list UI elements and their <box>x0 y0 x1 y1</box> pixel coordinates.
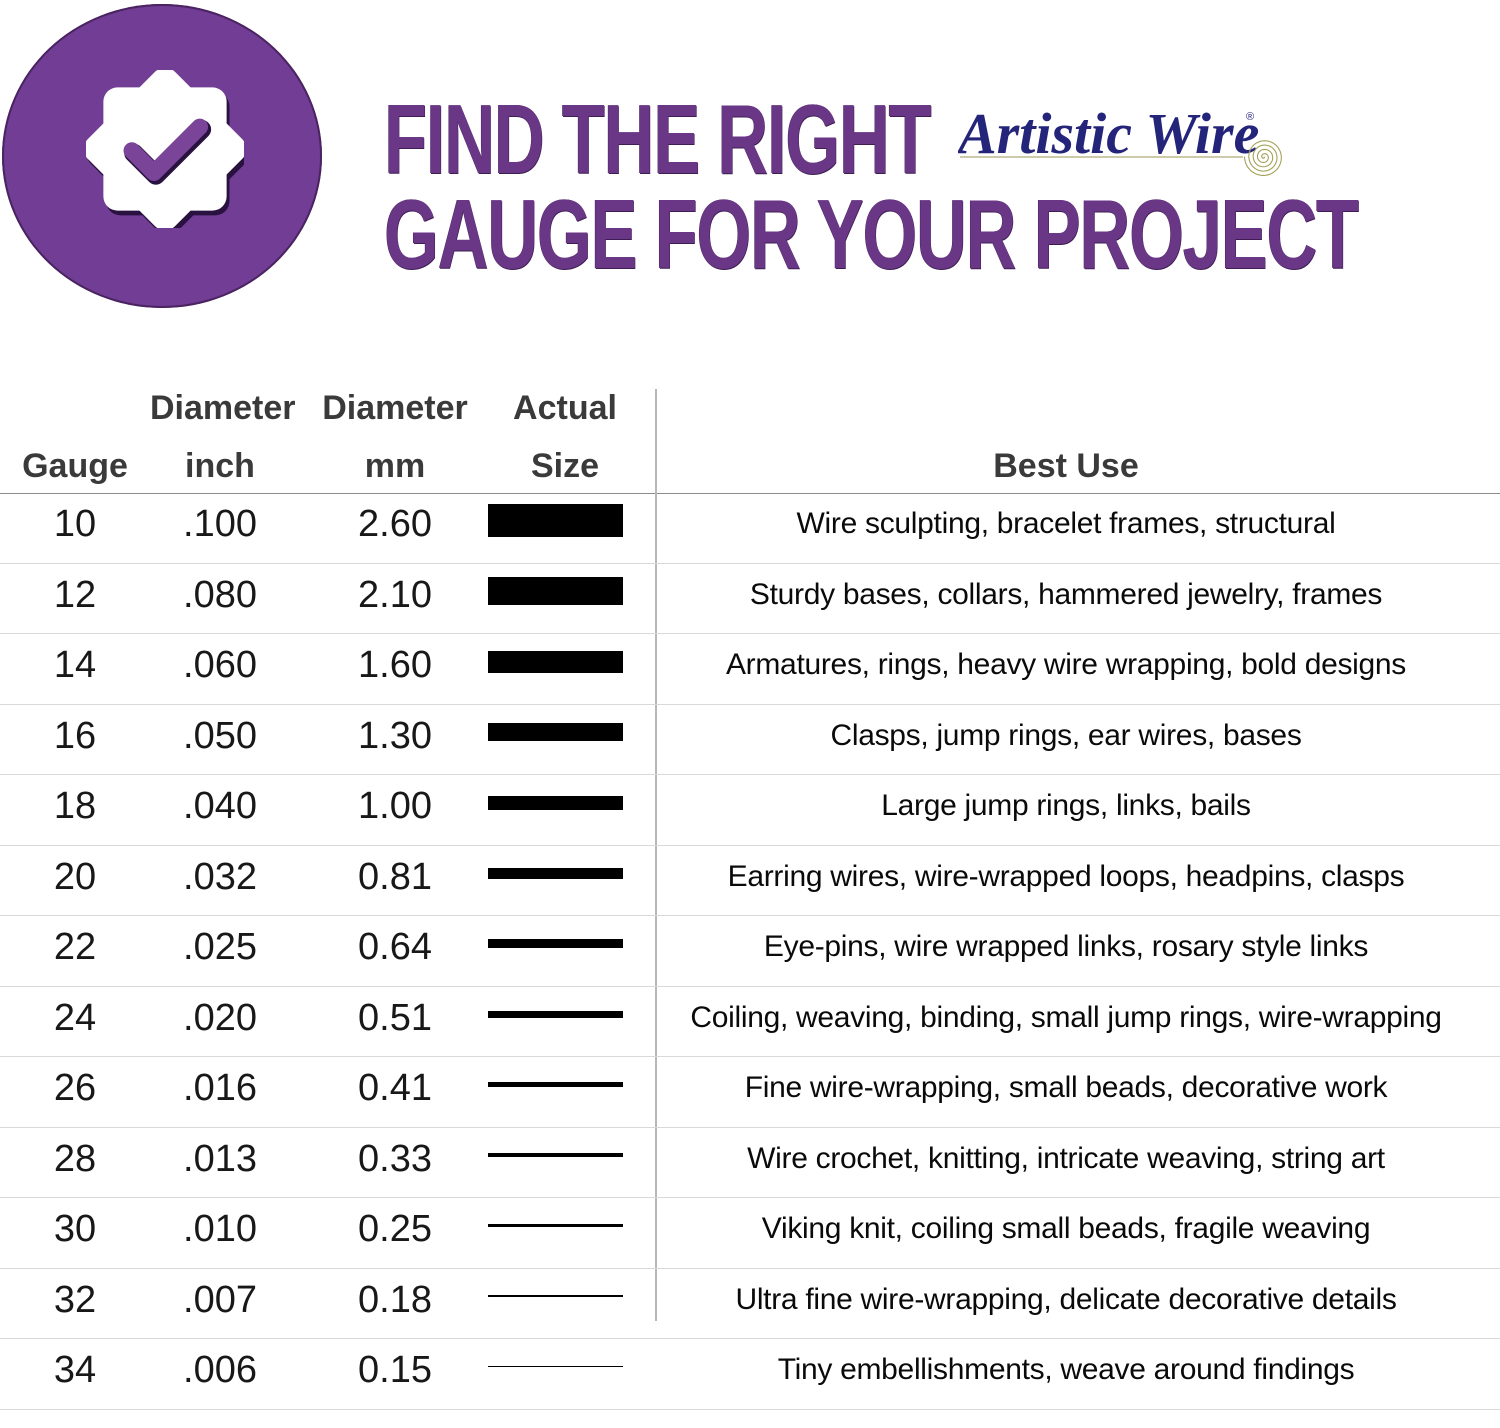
svg-text:Artistic Wire: Artistic Wire <box>958 101 1259 166</box>
svg-text:®: ® <box>1246 111 1254 123</box>
